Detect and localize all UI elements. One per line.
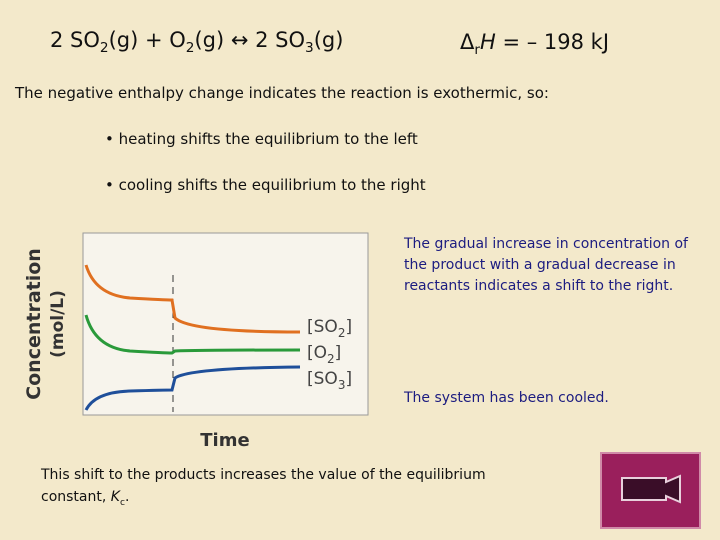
curve-o2 — [84, 314, 301, 355]
text: (g) + O — [108, 28, 186, 52]
legend: [SO2] — [307, 317, 352, 340]
text: ] — [335, 343, 342, 363]
plot-box — [82, 232, 369, 416]
text: heating shifts the equilibrium to the le… — [118, 130, 418, 148]
y-label: (mol/L) — [48, 290, 68, 358]
equation: 2 SO2(g) + O2(g) ↔ 2 SO3(g) — [50, 28, 343, 56]
x-label: Time — [200, 430, 249, 451]
camera-icon — [621, 474, 681, 504]
video-button[interactable] — [600, 452, 701, 529]
conclusion: This shift to the products increases the… — [41, 464, 541, 514]
text: ] — [345, 317, 352, 337]
y-label: Concentration — [23, 248, 45, 400]
intro: The negative enthalpy change indicates t… — [15, 84, 549, 102]
enthalpy: ΔrH = – 198 kJ — [460, 30, 609, 58]
figure: Concentration (mol/L) Time [SO2] [O2] [S… — [23, 232, 369, 451]
bullet: • cooling shifts the equilibrium to the … — [105, 176, 426, 194]
text: Δ — [460, 30, 475, 54]
text: This shift to the products increases the… — [41, 467, 486, 505]
curve-so3 — [84, 365, 301, 411]
text: . — [124, 489, 130, 505]
text: = – 198 kJ — [495, 30, 610, 54]
text: 3 — [338, 378, 346, 392]
text: 2 — [185, 40, 195, 57]
bullet: • heating shifts the equilibrium to the … — [105, 130, 418, 148]
legend: [O2] — [307, 343, 341, 366]
text: (g) ↔ 2 SO — [194, 28, 306, 52]
text: 3 — [305, 40, 314, 57]
text: H — [479, 30, 496, 54]
text: (g) — [313, 28, 344, 52]
note: The system has been cooled. — [404, 390, 609, 406]
text: c — [119, 497, 125, 508]
text: [SO — [307, 369, 338, 389]
text: 2 — [99, 40, 109, 57]
text: [SO — [307, 317, 338, 337]
text: 2 SO — [50, 28, 100, 52]
text: cooling shifts the equilibrium to the ri… — [118, 176, 426, 194]
legend: [SO3] — [307, 369, 352, 392]
text: [O — [307, 343, 327, 363]
text: 2 — [327, 352, 335, 366]
text: ] — [345, 369, 352, 389]
text: 2 — [338, 326, 346, 340]
note: The gradual increase in concentration of… — [404, 236, 688, 294]
text: r — [474, 42, 480, 59]
text: K — [110, 489, 120, 505]
curve-so2 — [84, 264, 301, 334]
